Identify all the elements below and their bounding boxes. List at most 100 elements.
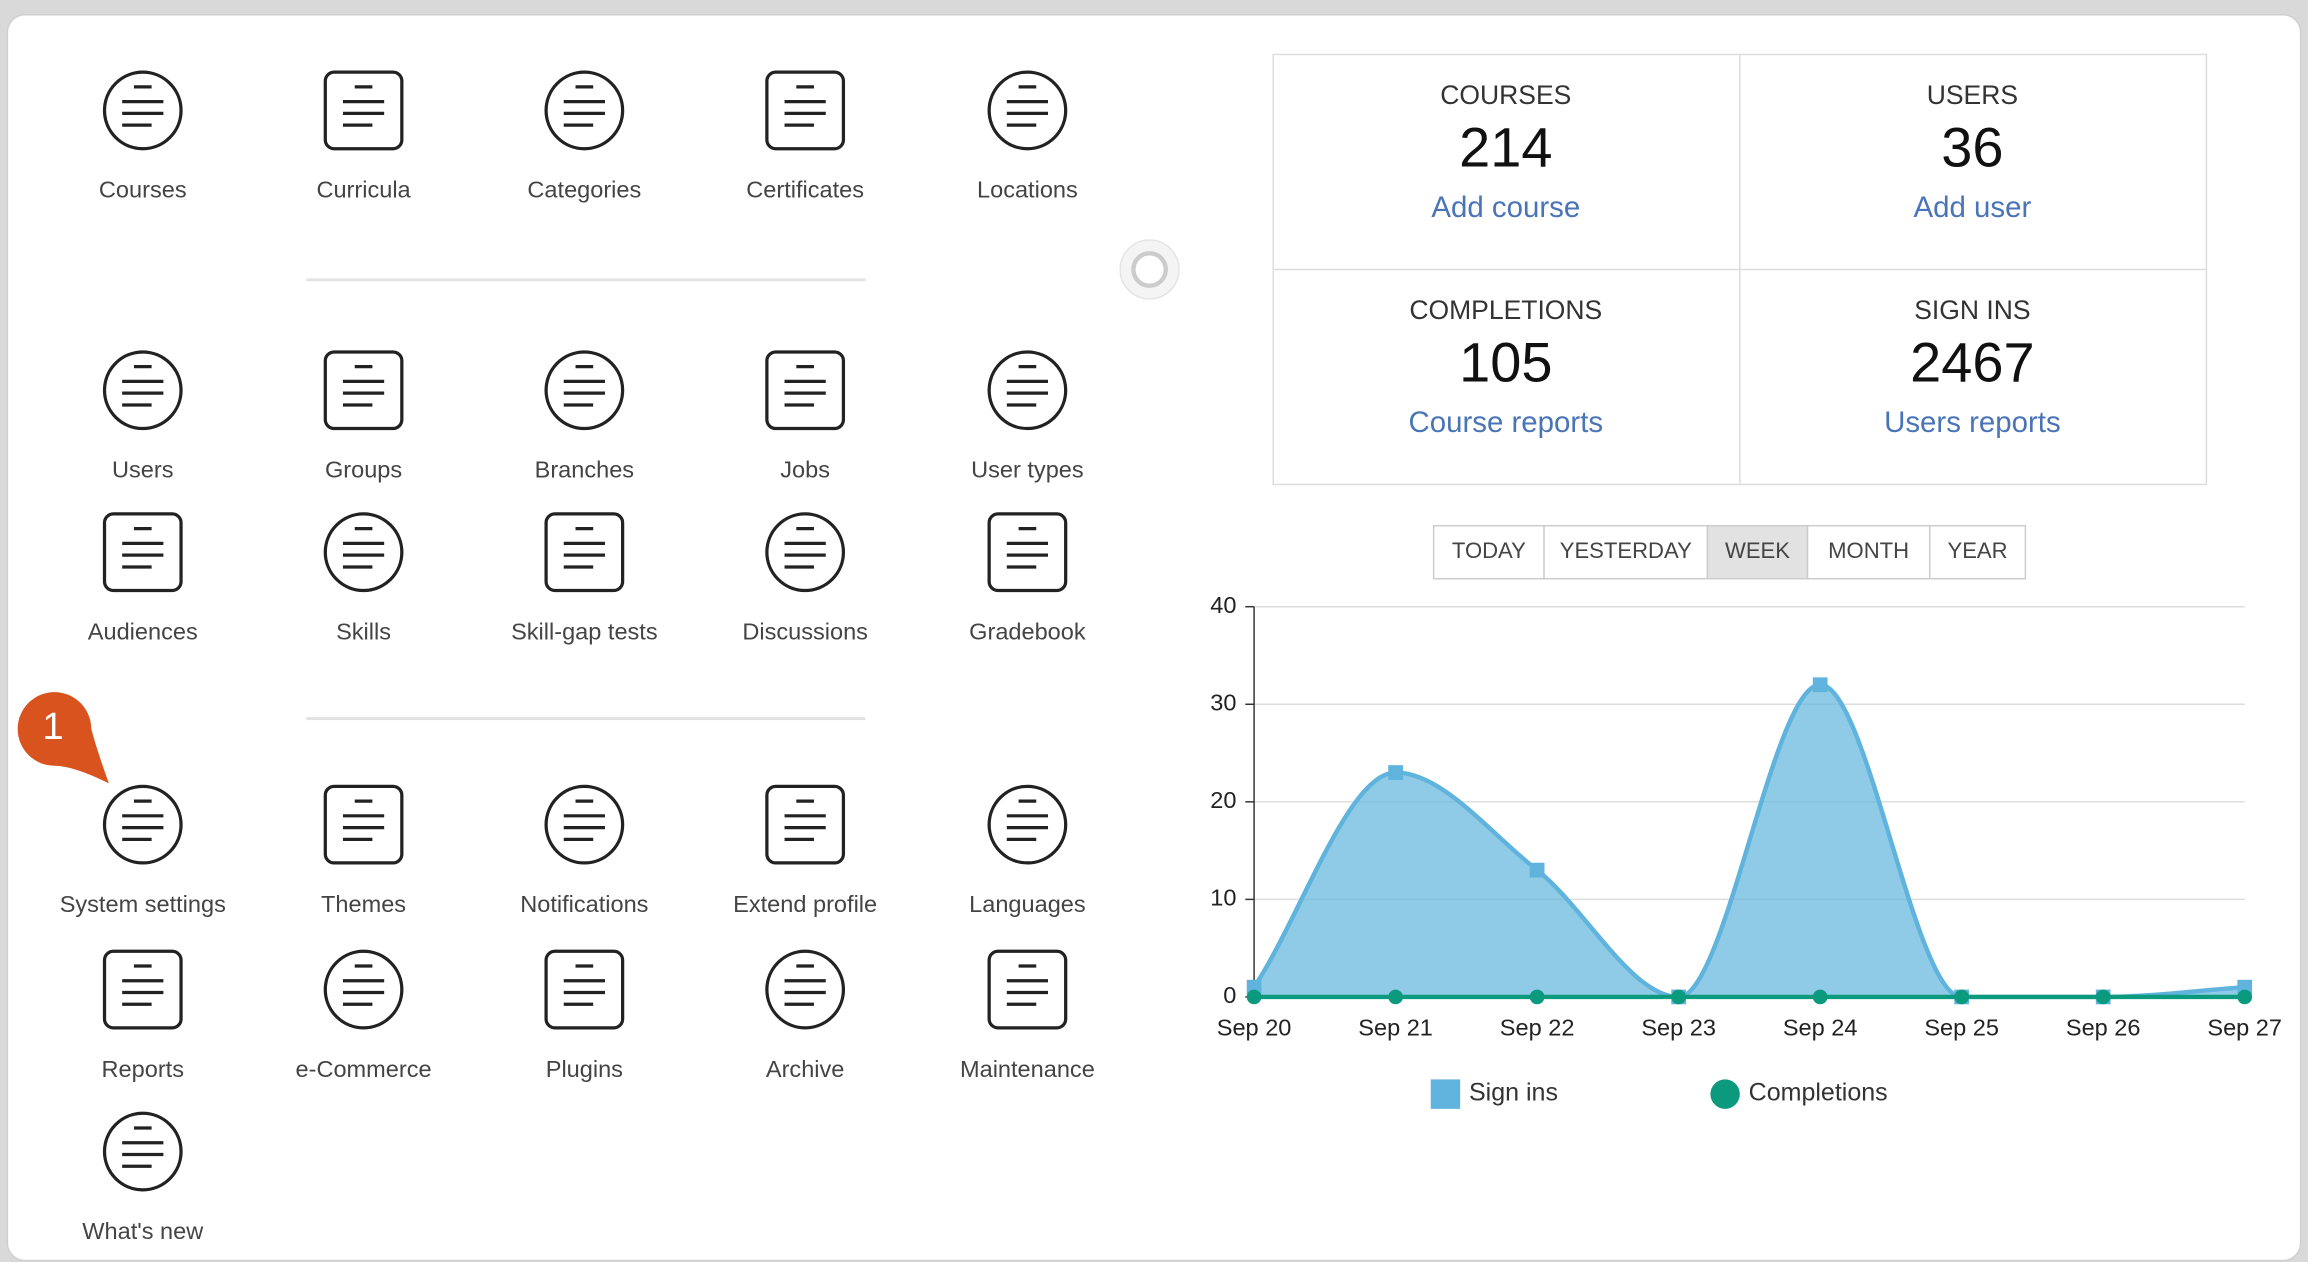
x-tick-label: Sep 27 bbox=[2207, 1015, 2282, 1041]
tool-label[interactable]: Audiences bbox=[88, 618, 198, 644]
stat-value: 2467 bbox=[1910, 330, 2034, 393]
tool-label[interactable]: Courses bbox=[99, 177, 187, 203]
tool-icon-glyph bbox=[342, 964, 385, 1006]
tool-icon-glyph bbox=[563, 527, 605, 569]
point bbox=[1954, 989, 1970, 1005]
stat-link[interactable]: Add user bbox=[1913, 191, 2031, 224]
tool-label[interactable]: Plugins bbox=[546, 1056, 623, 1082]
stat-label: USERS bbox=[1927, 80, 2018, 110]
legend-swatch[interactable] bbox=[1710, 1079, 1740, 1109]
legend-swatch[interactable] bbox=[1430, 1079, 1461, 1109]
range-label[interactable]: TODAY bbox=[1452, 538, 1526, 563]
range-button[interactable] bbox=[1928, 524, 2027, 580]
tool-icon[interactable] bbox=[102, 350, 183, 431]
tool-icon[interactable] bbox=[987, 70, 1068, 151]
tool-icon[interactable] bbox=[765, 784, 846, 865]
legend-label[interactable]: Completions bbox=[1749, 1079, 1888, 1107]
tool-icon[interactable] bbox=[102, 1111, 183, 1192]
tool-label[interactable]: Maintenance bbox=[960, 1056, 1095, 1082]
tool-icon-glyph bbox=[784, 527, 826, 569]
tool-icon[interactable] bbox=[323, 784, 404, 865]
range-button[interactable] bbox=[1806, 524, 1931, 580]
x-tick-label: Sep 24 bbox=[1783, 1015, 1858, 1041]
tool-icon-glyph bbox=[563, 964, 605, 1006]
tool-label[interactable]: Categories bbox=[527, 177, 641, 203]
range-label[interactable]: WEEK bbox=[1725, 538, 1790, 563]
stat-label: COMPLETIONS bbox=[1409, 295, 1602, 325]
tool-label[interactable]: Archive bbox=[766, 1056, 845, 1082]
tool-label[interactable]: Groups bbox=[325, 456, 402, 482]
tool-icon-glyph bbox=[122, 527, 164, 569]
tool-icon[interactable] bbox=[987, 949, 1068, 1030]
tool-icon[interactable] bbox=[323, 70, 404, 151]
tool-label[interactable]: Branches bbox=[535, 456, 634, 482]
tool-icon-glyph bbox=[784, 365, 826, 407]
range-button[interactable] bbox=[1706, 524, 1809, 580]
stat-link[interactable]: Course reports bbox=[1408, 406, 1603, 439]
stat-link[interactable]: Add course bbox=[1431, 191, 1580, 224]
tool-icon[interactable] bbox=[544, 512, 625, 593]
tool-label[interactable]: System settings bbox=[60, 891, 226, 917]
y-tick-label: 10 bbox=[1210, 885, 1236, 911]
tool-icon[interactable] bbox=[323, 350, 404, 431]
tool-icon[interactable] bbox=[544, 784, 625, 865]
tool-icon-glyph bbox=[122, 1126, 164, 1168]
tool-icon-glyph bbox=[1006, 799, 1049, 841]
tool-icon[interactable] bbox=[544, 350, 625, 431]
tool-label[interactable]: Certificates bbox=[746, 177, 864, 203]
tool-label[interactable]: Languages bbox=[969, 891, 1086, 917]
tool-label[interactable]: Curricula bbox=[316, 177, 411, 203]
tool-label[interactable]: Users bbox=[112, 456, 173, 482]
tool-label[interactable]: Skills bbox=[336, 618, 391, 644]
y-tick-label: 30 bbox=[1210, 689, 1236, 715]
tool-icon[interactable] bbox=[102, 512, 183, 593]
range-label[interactable]: YEAR bbox=[1947, 538, 2007, 563]
spinner-ring bbox=[1131, 251, 1168, 288]
tool-icon[interactable] bbox=[765, 70, 846, 151]
range-button[interactable] bbox=[1543, 524, 1709, 580]
tool-label[interactable]: Notifications bbox=[520, 891, 648, 917]
x-tick-label: Sep 22 bbox=[1500, 1015, 1575, 1041]
tool-icon[interactable] bbox=[765, 350, 846, 431]
stat-link[interactable]: Users reports bbox=[1884, 406, 2061, 439]
tool-label[interactable]: e-Commerce bbox=[296, 1056, 432, 1082]
stat-value: 105 bbox=[1459, 330, 1552, 393]
tool-icon[interactable] bbox=[323, 949, 404, 1030]
legend-label[interactable]: Sign ins bbox=[1469, 1079, 1558, 1107]
tool-label[interactable]: User types bbox=[971, 456, 1084, 482]
tool-label[interactable]: Skill-gap tests bbox=[511, 618, 658, 644]
tool-icon[interactable] bbox=[544, 949, 625, 1030]
tool-icon[interactable] bbox=[987, 512, 1068, 593]
tool-label[interactable]: What's new bbox=[82, 1218, 204, 1244]
tool-icon[interactable] bbox=[987, 350, 1068, 431]
tool-icon-glyph bbox=[122, 964, 164, 1006]
range-label[interactable]: MONTH bbox=[1828, 538, 1909, 563]
tool-icon[interactable] bbox=[323, 512, 404, 593]
tool-label[interactable]: Locations bbox=[977, 177, 1078, 203]
point bbox=[1388, 765, 1403, 780]
tool-label[interactable]: Jobs bbox=[780, 456, 830, 482]
y-tick-label: 20 bbox=[1210, 787, 1236, 813]
tool-icon[interactable] bbox=[987, 784, 1068, 865]
point bbox=[1529, 862, 1545, 878]
tool-icon[interactable] bbox=[544, 70, 625, 151]
tool-label[interactable]: Themes bbox=[321, 891, 406, 917]
point bbox=[1812, 989, 1828, 1005]
tool-label[interactable]: Gradebook bbox=[969, 618, 1086, 644]
tool-icon[interactable] bbox=[102, 70, 183, 151]
tool-icon-glyph bbox=[784, 85, 826, 127]
x-tick-label: Sep 20 bbox=[1217, 1015, 1292, 1041]
tool-label[interactable]: Discussions bbox=[742, 618, 868, 644]
tool-icon-glyph bbox=[784, 964, 826, 1006]
stat-label: COURSES bbox=[1440, 80, 1571, 110]
tool-icon[interactable] bbox=[102, 949, 183, 1030]
x-tick-label: Sep 26 bbox=[2066, 1015, 2141, 1041]
tool-icon[interactable] bbox=[102, 784, 183, 865]
tool-label[interactable]: Reports bbox=[102, 1056, 184, 1082]
tool-icon[interactable] bbox=[765, 949, 846, 1030]
range-label[interactable]: YESTERDAY bbox=[1560, 538, 1692, 563]
stat-value: 36 bbox=[1941, 115, 2003, 178]
tool-label[interactable]: Extend profile bbox=[733, 891, 877, 917]
tool-icon[interactable] bbox=[765, 512, 846, 593]
